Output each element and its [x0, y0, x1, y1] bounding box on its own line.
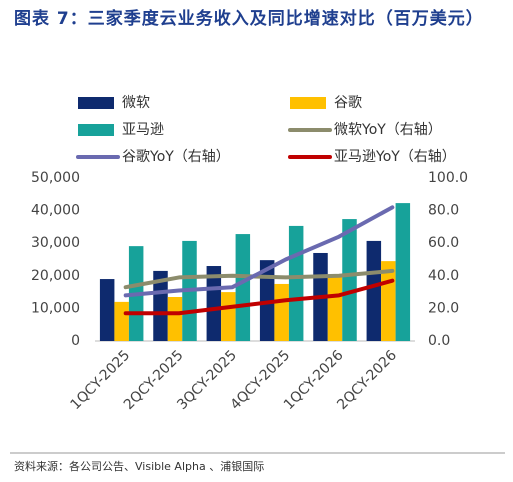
legend-label: 亚马逊	[122, 122, 164, 138]
bar	[274, 283, 289, 341]
legend-label: 谷歌YoY（右轴）	[122, 149, 230, 165]
line	[123, 278, 395, 316]
legend-label: 微软YoY（右轴）	[334, 122, 442, 138]
y-tick-label: 10,000	[31, 300, 80, 316]
y2-tick-label: 100.0	[428, 170, 468, 186]
bar	[221, 292, 236, 341]
y-tick-label: 30,000	[31, 235, 80, 251]
bar	[99, 279, 115, 341]
y2-tick-label: 40.0	[428, 268, 459, 284]
y-tick-label: 0	[71, 333, 80, 349]
bar	[153, 270, 168, 341]
bar	[395, 203, 411, 341]
bar	[366, 240, 382, 341]
legend-swatch	[78, 124, 114, 136]
y-tick-label: 50,000	[31, 170, 80, 186]
y2-tick-label: 80.0	[428, 203, 459, 219]
line	[123, 205, 395, 298]
bar	[235, 234, 251, 341]
y-tick-label: 40,000	[31, 203, 80, 219]
bar	[327, 275, 343, 341]
y2-tick-label: 60.0	[428, 235, 459, 251]
legend-swatch	[290, 97, 326, 109]
legend-label: 谷歌	[334, 95, 362, 111]
source-note: 资料来源：各公司公告、Visible Alpha 、浦银国际	[14, 459, 264, 473]
bar	[167, 296, 183, 341]
line	[123, 268, 395, 290]
chart-title: 图表 7：三家季度云业务收入及同比增速对比（百万美元）	[14, 9, 484, 29]
bar	[342, 219, 357, 341]
bar	[288, 225, 304, 341]
legend-label: 亚马逊YoY（右轴）	[334, 149, 456, 165]
y2-tick-label: 0.0	[428, 333, 450, 349]
legend-swatch	[78, 97, 114, 109]
legend-label: 微软	[122, 95, 150, 111]
y-tick-label: 20,000	[31, 268, 80, 284]
bar	[206, 266, 222, 341]
y2-tick-label: 20.0	[428, 300, 459, 316]
bar	[114, 301, 129, 341]
